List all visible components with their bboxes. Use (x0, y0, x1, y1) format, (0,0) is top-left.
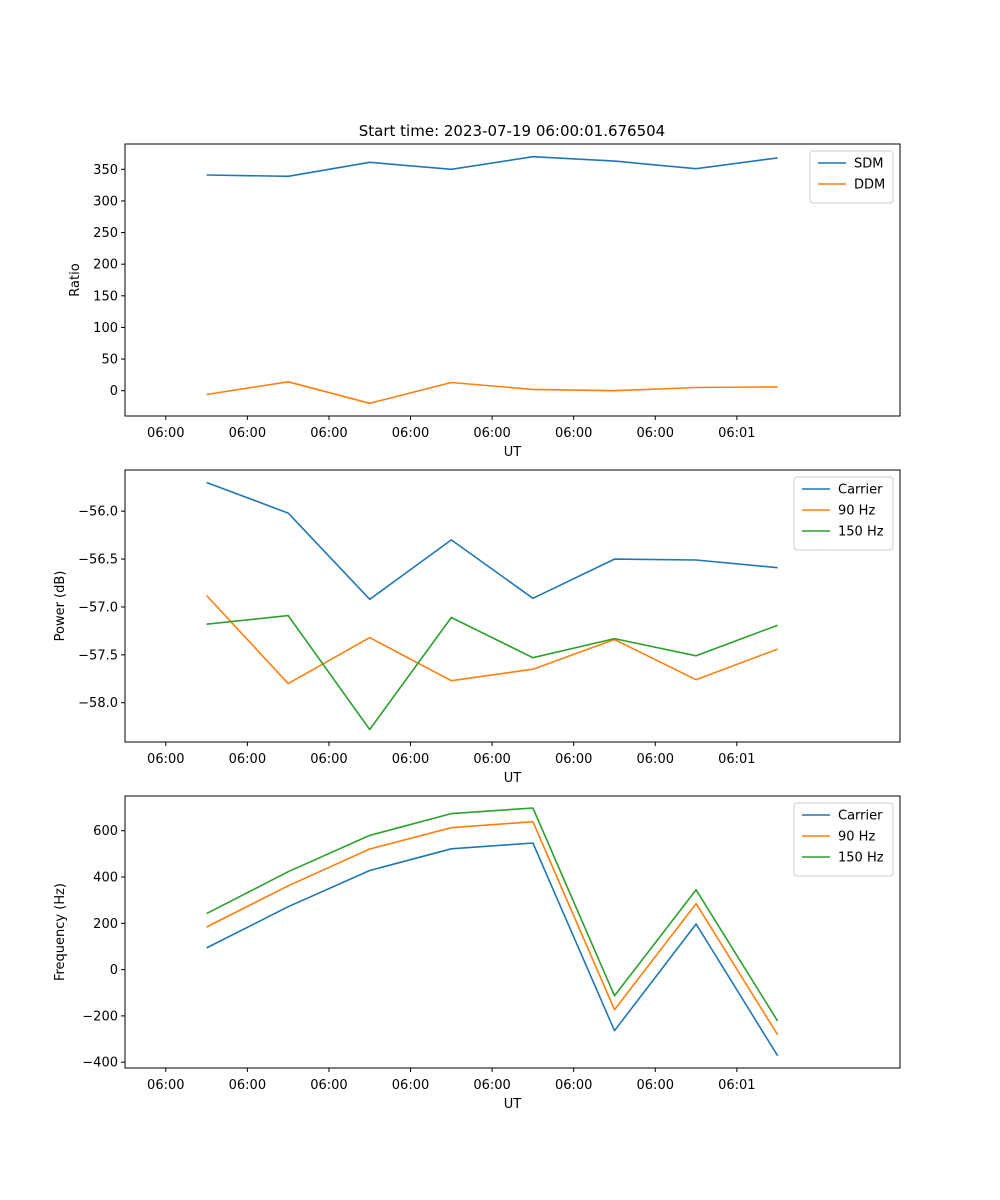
frequency-legend-label: 150 Hz (838, 851, 884, 866)
subplot-ratio: 06:00 06:00 06:00 06:00 06:00 06:00 06:00 06:01… (68, 143, 901, 460)
power-y-tick-label: −56.5 (78, 553, 118, 568)
frequency-x-tick-label: 06:00 (555, 1078, 592, 1093)
subplot-power: 06:00 06:00 06:00 06:00 06:00 06:00 06:00 06:01… (53, 469, 901, 786)
ratio-x-tick-label: 06:00 (555, 426, 592, 441)
frequency-x-tick-label: 06:00 (229, 1078, 266, 1093)
frequency-x-tick-label: 06:00 (310, 1078, 347, 1093)
ratio-series-line-sdm (206, 155, 778, 178)
ratio-y-tick-label: 100 (93, 321, 118, 336)
power-series-line-carrier (206, 481, 778, 601)
ratio-y-tick-label: 0 (110, 384, 118, 399)
power-legend-label: Carrier (838, 483, 883, 498)
ratio-y-axis-label: Ratio (68, 263, 83, 296)
power-x-tick-label: 06:00 (310, 752, 347, 767)
power-series-line-150-hz (206, 614, 778, 731)
ratio-legend-label: SDM (854, 157, 883, 172)
power-x-tick-label: 06:00 (473, 752, 510, 767)
frequency-y-tick-label: 600 (93, 824, 118, 839)
frequency-series-line-90-hz (206, 820, 779, 1036)
frequency-y-tick-label: 400 (93, 871, 118, 886)
ratio-series-line-ddm (206, 380, 778, 405)
power-x-tick-label: 06:00 (392, 752, 429, 767)
frequency-y-tick-label: 0 (110, 963, 118, 978)
power-y-tick-label: −57.0 (78, 600, 118, 615)
frequency-legend-label: 90 Hz (838, 830, 875, 845)
ratio-legend-label: DDM (854, 178, 885, 193)
ratio-x-axis-label: UT (504, 445, 522, 460)
power-x-tick-label: 06:00 (147, 752, 184, 767)
subplot-frequency: 06:00 06:00 06:00 06:00 06:00 06:00 06:00 06:01… (53, 795, 901, 1112)
frequency-x-tick-label: 06:00 (473, 1078, 510, 1093)
frequency-y-tick-label: 200 (93, 917, 118, 932)
ratio-y-tick-label: 200 (93, 258, 118, 273)
frequency-x-tick-label: 06:00 (147, 1078, 184, 1093)
frequency-y-tick-label: −200 (82, 1009, 118, 1024)
ratio-x-tick-label: 06:00 (473, 426, 510, 441)
power-x-tick-label: 06:00 (637, 752, 674, 767)
ratio-x-tick-label: 06:00 (310, 426, 347, 441)
ratio-y-tick-label: 50 (101, 353, 118, 368)
frequency-x-tick-label: 06:00 (637, 1078, 674, 1093)
figure-title: Start time: 2023-07-19 06:00:01.676504 (359, 122, 665, 140)
power-y-tick-label: −58.0 (78, 696, 118, 711)
frequency-series-line-150-hz (206, 807, 779, 1022)
ratio-x-tick-label: 06:01 (718, 426, 755, 441)
ratio-x-tick-label: 06:00 (392, 426, 429, 441)
frequency-axes-frame (124, 795, 901, 1069)
frequency-x-tick-label: 06:01 (718, 1078, 755, 1093)
ratio-y-tick-label: 150 (93, 289, 118, 304)
power-x-tick-label: 06:00 (555, 752, 592, 767)
ratio-x-tick-label: 06:00 (147, 426, 184, 441)
ratio-y-tick-label: 250 (93, 226, 118, 241)
power-legend-label: 150 Hz (838, 525, 884, 540)
power-legend-label: 90 Hz (838, 504, 875, 519)
frequency-y-tick-label: −400 (82, 1056, 118, 1071)
ratio-x-tick-label: 06:00 (229, 426, 266, 441)
power-y-tick-label: −56.0 (78, 505, 118, 520)
power-x-axis-label: UT (504, 771, 522, 786)
frequency-y-axis-label: Frequency (Hz) (53, 883, 68, 981)
power-y-tick-label: −57.5 (78, 648, 118, 663)
frequency-series-line-carrier (206, 842, 779, 1057)
frequency-x-tick-label: 06:00 (392, 1078, 429, 1093)
power-series-line-90-hz (206, 594, 778, 685)
ratio-y-tick-label: 350 (93, 163, 118, 178)
ratio-y-tick-label: 300 (93, 194, 118, 209)
ratio-legend (809, 150, 894, 204)
ratio-x-tick-label: 06:00 (637, 426, 674, 441)
power-x-tick-label: 06:00 (229, 752, 266, 767)
power-y-axis-label: Power (dB) (53, 571, 68, 642)
frequency-x-axis-label: UT (504, 1097, 522, 1112)
power-x-tick-label: 06:01 (718, 752, 755, 767)
power-axes-frame (124, 469, 901, 743)
frequency-legend-label: Carrier (838, 809, 883, 824)
ratio-axes-frame (124, 143, 901, 417)
